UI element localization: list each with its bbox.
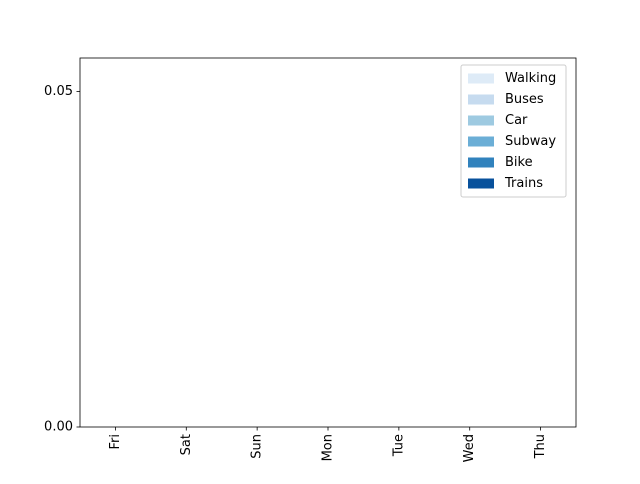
y-axis: 0.00 0.05 xyxy=(44,84,80,435)
x-tick-label: Wed xyxy=(462,434,477,462)
legend-swatch xyxy=(468,178,494,189)
legend-label: Car xyxy=(505,113,528,128)
legend-swatch xyxy=(468,115,494,126)
y-tick-label: 0.00 xyxy=(44,420,73,435)
legend-label: Subway xyxy=(505,134,556,149)
legend-label: Buses xyxy=(505,92,544,107)
legend-label: Walking xyxy=(505,71,556,86)
x-tick-label: Thu xyxy=(533,434,548,459)
x-tick-label: Sat xyxy=(179,434,194,455)
legend: Walking Buses Car Subway Bike Trains xyxy=(460,64,567,198)
legend-label: Trains xyxy=(504,176,543,191)
axes-frame xyxy=(79,57,577,428)
legend-label: Bike xyxy=(505,155,533,170)
x-axis: Fri Sat Sun Mon Tue Wed Thu xyxy=(108,427,548,462)
legend-swatch xyxy=(468,136,494,147)
x-tick-label: Fri xyxy=(108,434,123,450)
x-tick-label: Tue xyxy=(391,434,406,457)
legend-swatch xyxy=(468,157,494,168)
axes-spines xyxy=(79,57,577,428)
legend-swatch xyxy=(468,73,494,84)
x-tick-label: Mon xyxy=(321,434,336,461)
x-tick-label: Sun xyxy=(250,434,265,459)
legend-swatch xyxy=(468,94,494,105)
y-tick-label: 0.05 xyxy=(44,84,73,99)
